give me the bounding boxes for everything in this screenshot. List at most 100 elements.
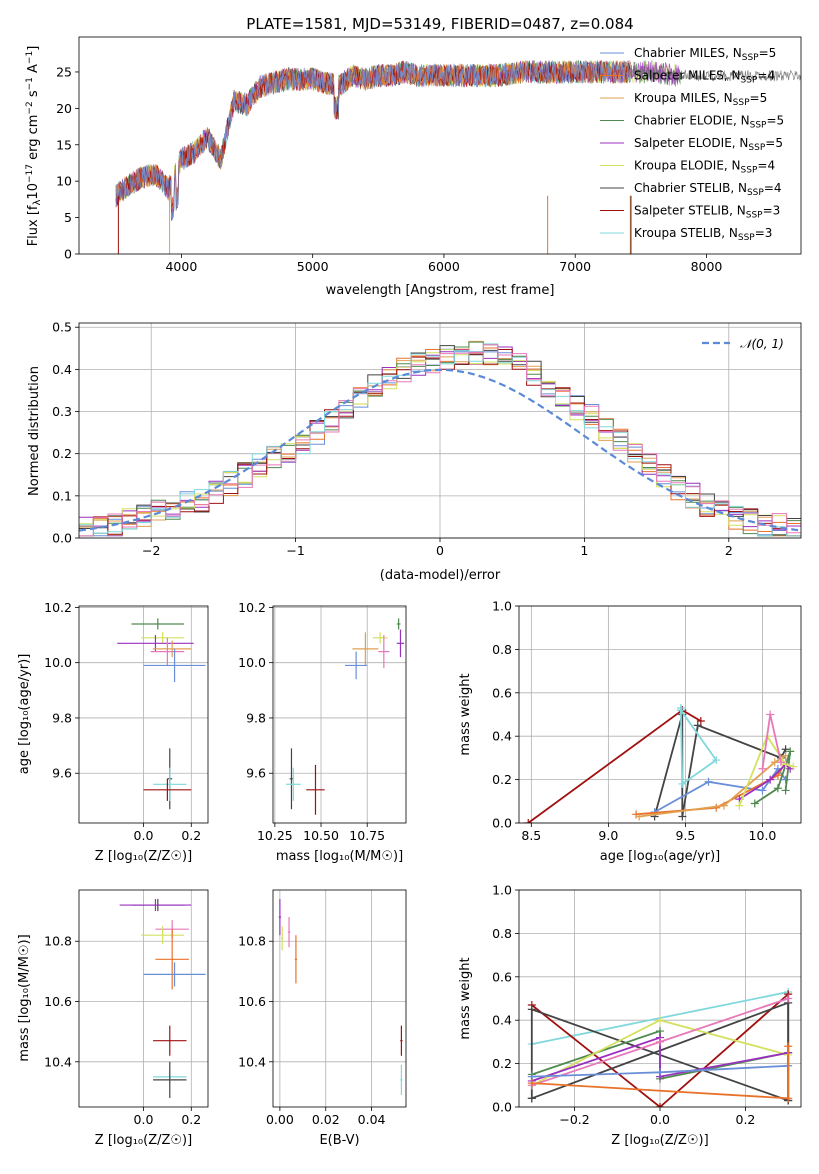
- spectrum-legend: Chabrier MILES, NSSP=5 Salpeter MILES, NS…: [600, 46, 784, 243]
- wage-marker: [635, 812, 644, 821]
- normal-curve: [78, 368, 799, 532]
- massebv-ytick-label: 10.6: [238, 994, 266, 1009]
- ageZ-ytick-label: 9.8: [52, 710, 72, 725]
- agemass-ytick-label: 10.0: [238, 655, 266, 670]
- residuals-xtick-label: −2: [142, 543, 160, 558]
- ageZ-ylabel: age [log₁₀(age/yr)]: [17, 654, 32, 775]
- wage-series: [738, 734, 794, 806]
- agemass-xtick-label: 10.25: [257, 828, 293, 843]
- wZ-marker: [527, 1094, 536, 1103]
- spectrum-ytick-label: 5: [64, 210, 72, 225]
- agemass-xtick-label: 10.75: [349, 828, 385, 843]
- spectrum-title: PLATE=1581, MJD=53149, FIBERID=0487, z=0…: [246, 15, 633, 33]
- spectrum-ytick-label: 25: [56, 64, 72, 79]
- spectrum-ytick-label: 20: [56, 101, 72, 116]
- wage-marker: [524, 819, 533, 823]
- histogram-chabrier-stelib: [79, 345, 801, 536]
- wage-marker: [781, 786, 790, 795]
- weight-vs-age-panel: 8.5 9.0 9.5 10.0 0.0 0.2 0.4 0.6 0.8 1.0 age [log₁…: [458, 599, 802, 864]
- agemass-xlabel: mass [log₁₀(M/M☉)]: [276, 849, 403, 864]
- legend-entry: Kroupa MILES, NSSP=5: [634, 91, 767, 108]
- massZ-xlabel: Z [log₁₀(Z/Z☉)]: [95, 1133, 192, 1148]
- wage-marker: [750, 799, 759, 808]
- spectrum-series-chabrier-stelib: [115, 60, 631, 221]
- massebv-xtick-label: 0.00: [266, 1112, 294, 1127]
- wage-marker: [676, 703, 685, 712]
- wage-marker: [758, 786, 767, 795]
- ageZ-ytick-label: 10.0: [44, 655, 72, 670]
- ageZ-xlabel: Z [log₁₀(Z/Z☉)]: [95, 849, 192, 864]
- residuals-panel: −2 −1 0 1 2 0.0 0.1 0.2 0.3 0.4 0.5 𝒩(0, 1) (data-m…: [27, 320, 802, 583]
- spectrum-ytick-label: 10: [56, 174, 72, 189]
- residuals-xlabel: (data-model)/error: [380, 568, 501, 583]
- massebv-ytick-label: 10.8: [238, 934, 266, 949]
- wage-marker: [712, 756, 721, 765]
- residuals-xtick-label: 0: [436, 543, 444, 558]
- wZ-series: [531, 1036, 789, 1082]
- spectrum-ylabel: Flux [fλ10−17 erg cm−2 s−1 A−1]: [25, 46, 43, 247]
- massebv-xtick-label: 0.02: [312, 1112, 340, 1127]
- spectrum-ytick-label: 15: [56, 137, 72, 152]
- residuals-xtick-label: 2: [725, 543, 733, 558]
- wZ-ylabel: mass weight: [458, 957, 473, 1039]
- wage-frame: [518, 605, 802, 824]
- agemass-ytick-label: 10.2: [238, 600, 266, 615]
- residuals-ytick-label: 0.0: [52, 531, 72, 546]
- legend-entry: Chabrier ELODIE, NSSP=5: [634, 114, 784, 131]
- wage-series: [653, 714, 787, 817]
- wZ-ytick-label: 0.2: [492, 1056, 512, 1071]
- agemass-ytick-label: 9.6: [246, 766, 266, 781]
- wage-series: [754, 751, 792, 805]
- legend-entry: Kroupa STELIB, NSSP=3: [634, 226, 772, 243]
- wage-series: [679, 707, 718, 786]
- mass-vs-ebv-panel: 0.00 0.02 0.04 10.4 10.6 10.8 E(B-V): [238, 889, 407, 1148]
- residuals-ytick-label: 0.2: [52, 446, 72, 461]
- ageZ-xtick-label: 0.0: [134, 828, 154, 843]
- massZ-ytick-label: 10.8: [44, 934, 72, 949]
- residuals-ytick-label: 0.1: [52, 488, 72, 503]
- age-vs-mass-panel: 10.25 10.50 10.75 9.6 9.8 10.0 10.2 mass [log₁₀…: [238, 600, 407, 864]
- wZ-marker: [656, 1068, 664, 1077]
- wage-marker: [678, 779, 687, 788]
- spectrum-ytick-label: 0: [64, 247, 72, 262]
- wZ-xtick-label: 0.2: [736, 1112, 756, 1127]
- wZ-ytick-label: 1.0: [492, 883, 512, 898]
- wZ-marker: [527, 1005, 536, 1014]
- wage-ytick-label: 0.0: [492, 816, 512, 831]
- legend-entry: Chabrier MILES, NSSP=5: [634, 46, 776, 63]
- wZ-marker: [784, 1042, 793, 1051]
- spectrum-series-salpeter-stelib: [115, 60, 631, 213]
- spectrum-xlabel: wavelength [Angstrom, rest frame]: [326, 283, 555, 298]
- histogram-pink: [79, 344, 801, 537]
- wZ-marker: [527, 1079, 536, 1088]
- wZ-frame: [518, 889, 802, 1108]
- wZ-xtick-label: −0.2: [559, 1112, 589, 1127]
- spectrum-series-kroupa-stelib: [115, 60, 631, 216]
- massZ-ylabel: mass [log₁₀(M/M☉)]: [17, 934, 32, 1061]
- agemass-frame: [272, 605, 407, 824]
- wZ-ytick-label: 0.6: [492, 969, 512, 984]
- massZ-frame: [78, 889, 209, 1108]
- residuals-xtick-label: 1: [580, 543, 588, 558]
- wage-marker: [786, 747, 795, 756]
- massZ-xtick-label: 0.0: [134, 1112, 154, 1127]
- ageZ-frame: [78, 605, 209, 824]
- wage-marker: [773, 784, 782, 793]
- legend-entry: Chabrier STELIB, NSSP=4: [634, 181, 782, 198]
- wZ-ytick-label: 0.0: [492, 1100, 512, 1115]
- ageZ-ytick-label: 9.6: [52, 766, 72, 781]
- massZ-ytick-label: 10.4: [44, 1054, 72, 1069]
- spectrum-series-chabrier-miles: [115, 60, 631, 220]
- legend-entry: 𝒩(0, 1): [740, 337, 784, 351]
- agemass-ytick-label: 9.8: [246, 710, 266, 725]
- massebv-xlabel: E(B-V): [319, 1133, 359, 1148]
- wZ-xlabel: Z [log₁₀(Z/Z☉)]: [611, 1133, 708, 1148]
- wage-xlabel: age [log₁₀(age/yr)]: [600, 849, 721, 864]
- wage-marker: [766, 775, 775, 784]
- wZ-marker: [784, 994, 793, 1003]
- wage-ytick-label: 0.6: [492, 685, 512, 700]
- residuals-frame: [78, 322, 802, 539]
- wage-marker: [776, 758, 785, 767]
- massebv-ytick-label: 10.4: [238, 1054, 266, 1069]
